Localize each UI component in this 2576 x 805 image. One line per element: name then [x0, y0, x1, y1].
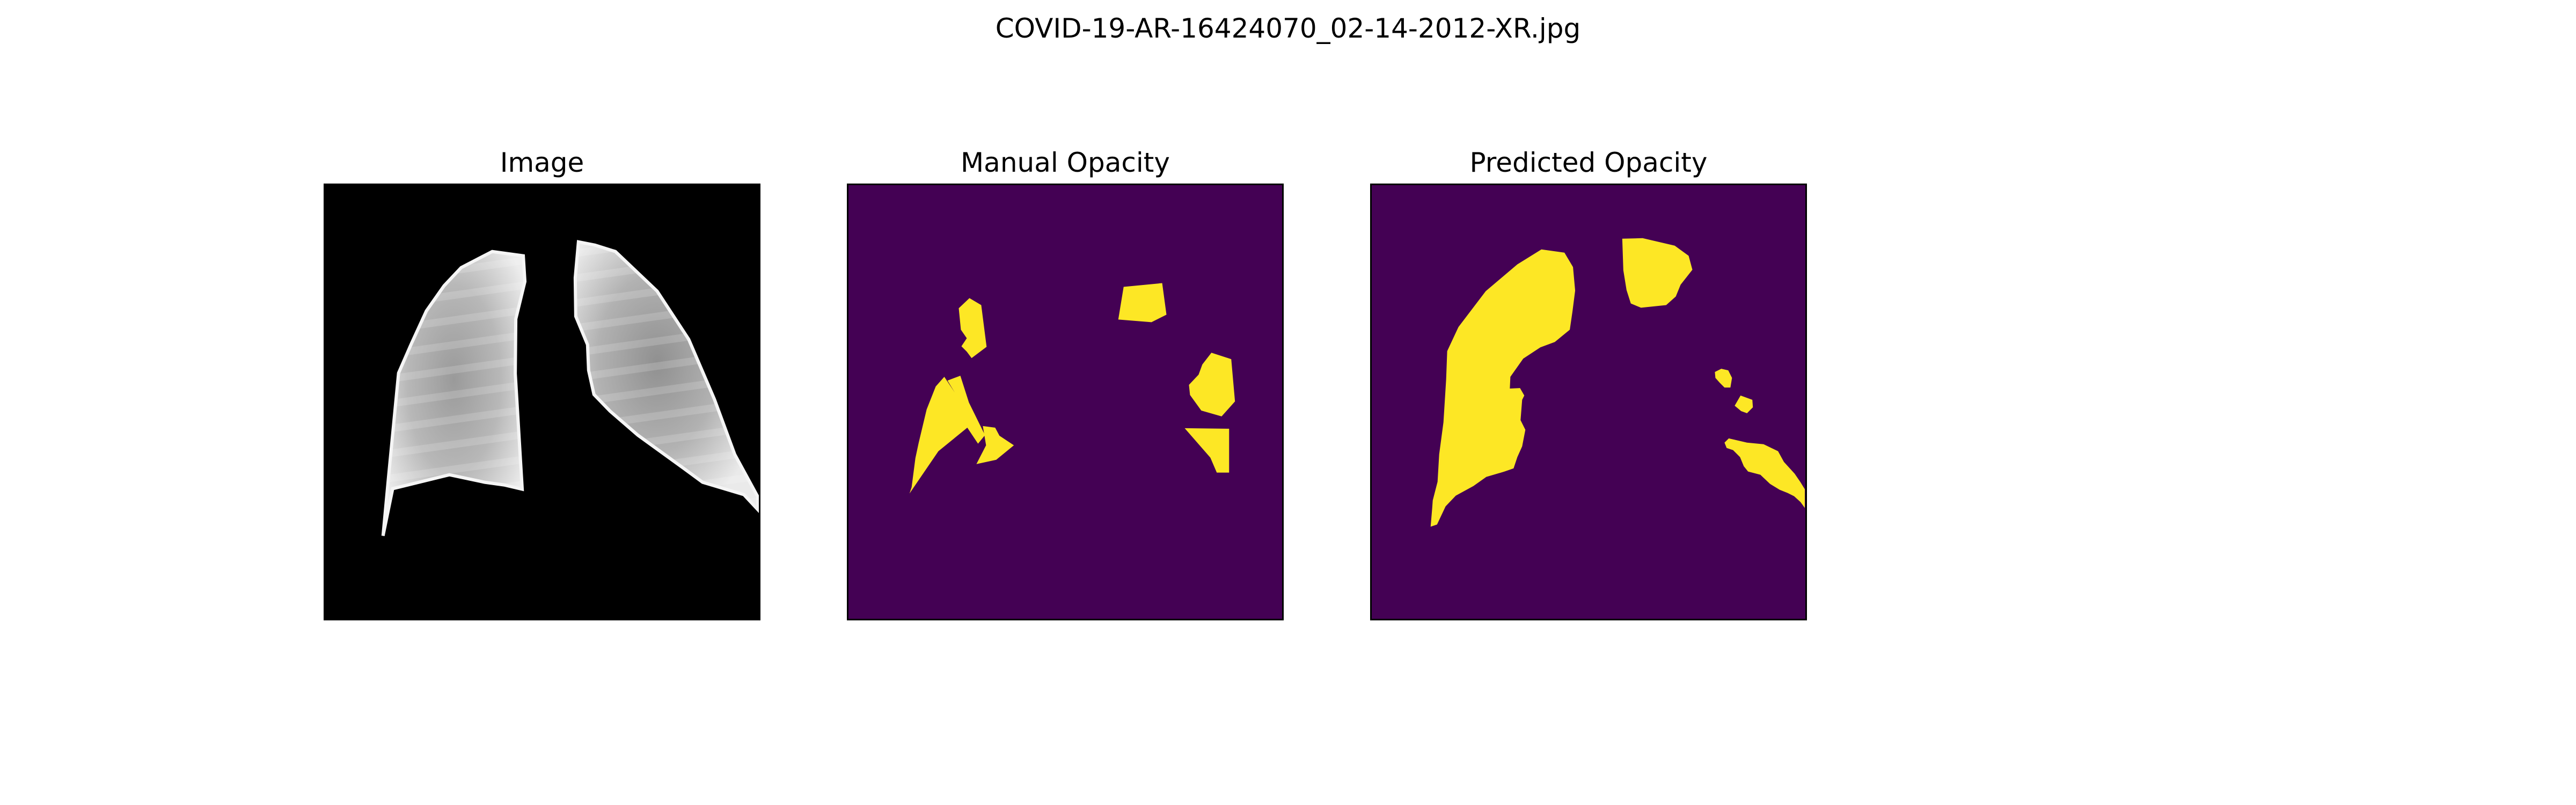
predicted-opacity-mask	[1372, 185, 1805, 619]
xray-image-panel	[324, 184, 760, 620]
panel-title-image: Image	[500, 147, 584, 178]
manual-opacity-panel	[847, 184, 1284, 620]
figure-title: COVID-19-AR-16424070_02-14-2012-XR.jpg	[995, 13, 1581, 44]
opacity-region	[1622, 238, 1693, 308]
opacity-region	[1724, 438, 1805, 508]
opacity-region	[958, 298, 987, 358]
manual-opacity-regions	[909, 283, 1235, 494]
opacity-region	[976, 426, 1014, 464]
opacity-region	[1184, 428, 1230, 473]
mask-background	[1372, 185, 1805, 619]
opacity-region	[1189, 353, 1235, 416]
opacity-region	[1430, 249, 1576, 527]
panel-title-manual-opacity: Manual Opacity	[961, 147, 1170, 178]
predicted-opacity-panel	[1370, 184, 1807, 620]
opacity-region	[1715, 369, 1732, 388]
opacity-region	[1118, 283, 1167, 323]
manual-opacity-mask	[848, 185, 1282, 619]
panel-title-predicted-opacity: Predicted Opacity	[1469, 147, 1708, 178]
xray-image	[325, 185, 759, 619]
predicted-opacity-regions	[1430, 238, 1805, 527]
opacity-region	[1735, 396, 1753, 413]
opacity-region	[909, 376, 985, 494]
